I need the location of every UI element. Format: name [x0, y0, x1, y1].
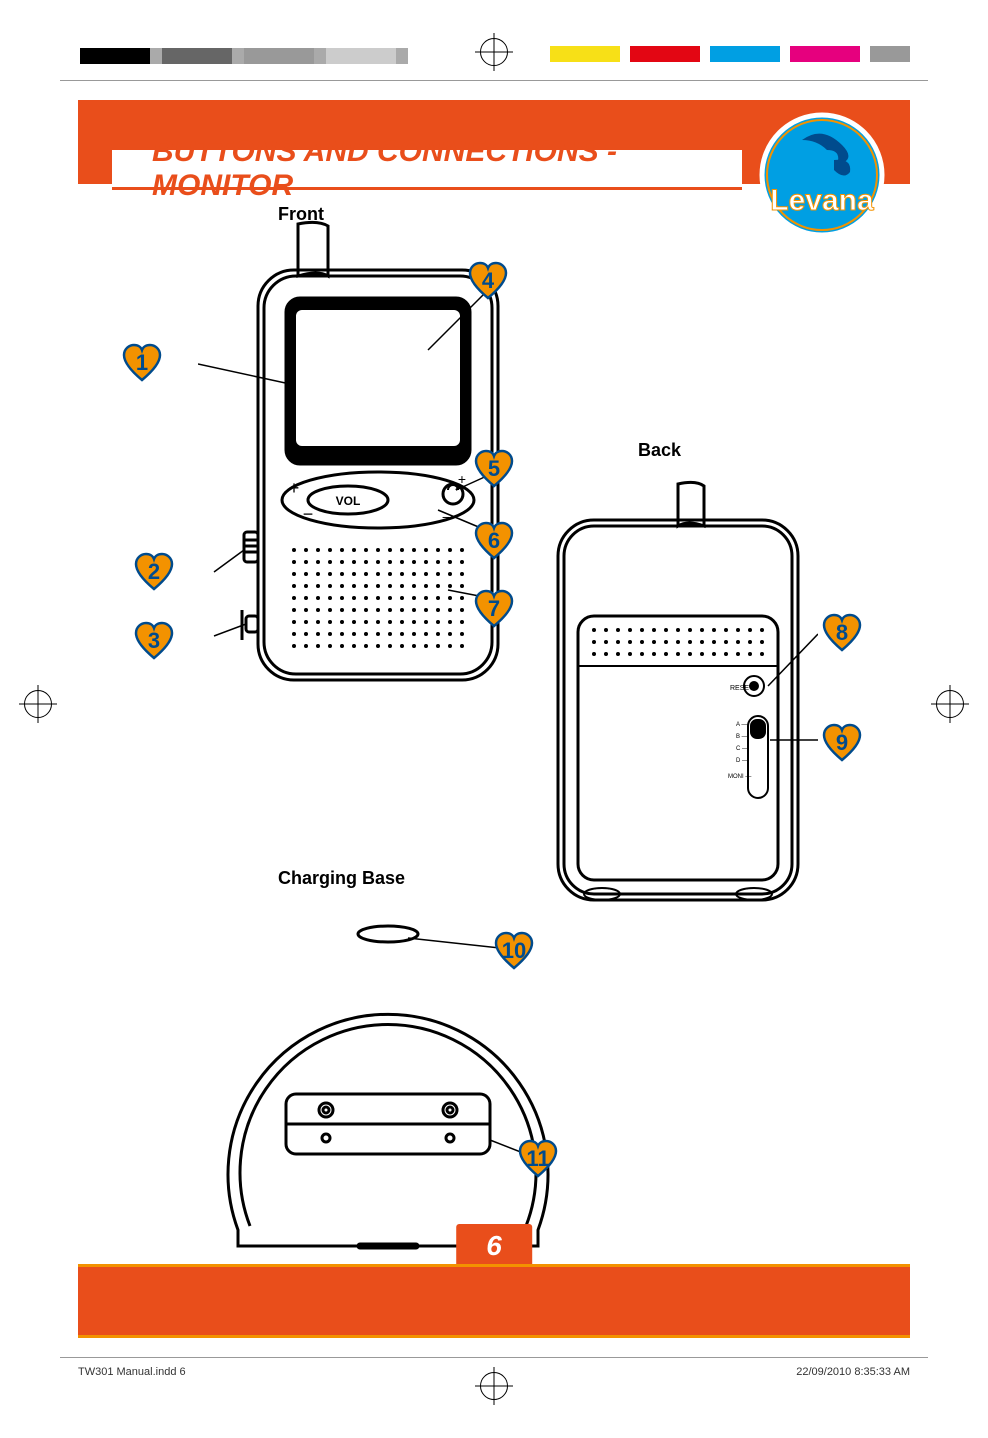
svg-text:A —: A — [736, 722, 747, 728]
callout-5: 5 [472, 448, 516, 492]
svg-text:+: + [458, 471, 466, 487]
label-charging-base: Charging Base [278, 868, 405, 889]
page-number: 6 [456, 1224, 532, 1264]
page-content: BUTTONS AND CONNECTIONS - MONITOR Levana… [78, 100, 910, 1338]
svg-text:D —: D — [736, 758, 748, 764]
callout-1: 1 [120, 342, 164, 386]
diagram-monitor-back: RESET A — B — C — D — MONI — [538, 480, 818, 920]
callout-10: 10 [492, 930, 536, 974]
footer-file: TW301 Manual.indd 6 [78, 1366, 186, 1378]
brand-logo: Levana [752, 110, 892, 240]
svg-text:Levana: Levana [770, 184, 874, 217]
callout-11: 11 [516, 1138, 560, 1182]
svg-text:VOL: VOL [336, 494, 361, 508]
svg-text:+: + [289, 478, 300, 498]
callout-9: 9 [820, 722, 864, 766]
footer-metadata: TW301 Manual.indd 6 22/09/2010 8:35:33 A… [78, 1366, 910, 1378]
svg-text:B —: B — [736, 734, 748, 740]
callout-8: 8 [820, 612, 864, 656]
callout-4: 4 [466, 260, 510, 304]
footer-date: 22/09/2010 8:35:33 AM [796, 1366, 910, 1378]
callout-3: 3 [132, 620, 176, 664]
svg-text:−: − [303, 504, 314, 524]
page-title: BUTTONS AND CONNECTIONS - MONITOR [112, 150, 742, 190]
svg-text:MONI —: MONI — [728, 774, 751, 780]
callout-6: 6 [472, 520, 516, 564]
footer-bar [78, 1264, 910, 1338]
callout-2: 2 [132, 551, 176, 595]
label-back: Back [638, 440, 681, 461]
callout-7: 7 [472, 588, 516, 632]
svg-text:C —: C — [736, 746, 748, 752]
svg-text:RESET: RESET [730, 685, 754, 692]
